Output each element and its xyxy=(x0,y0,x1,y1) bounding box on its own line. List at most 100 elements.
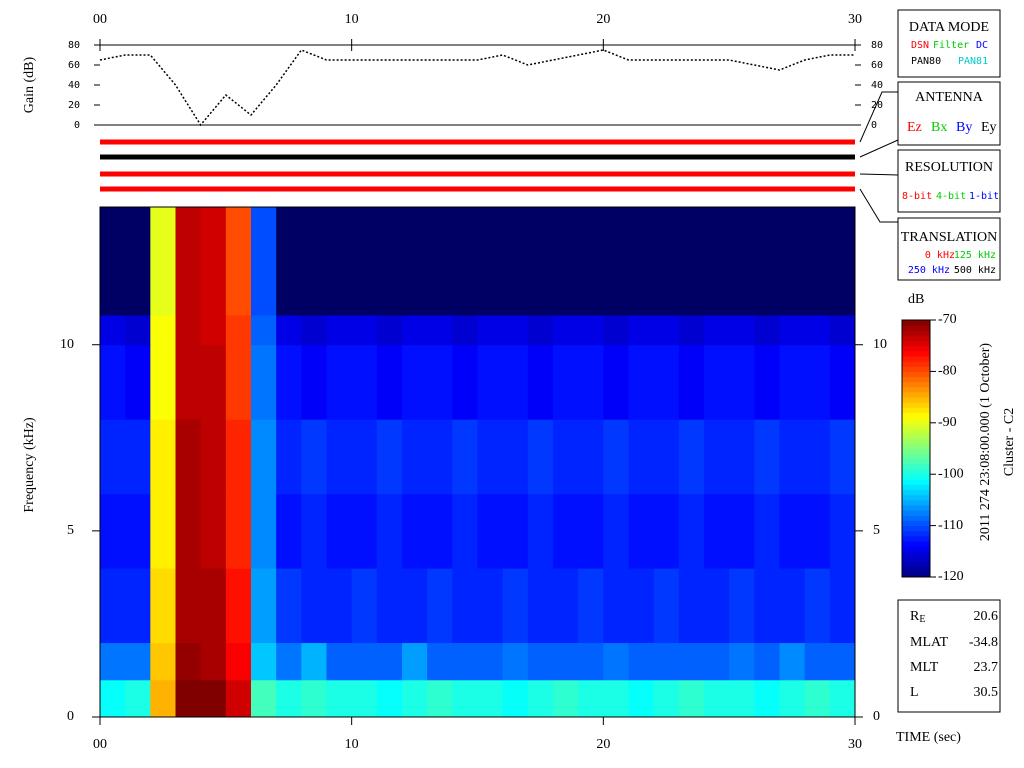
heat-cell xyxy=(653,344,680,420)
colorbar-step xyxy=(902,453,930,460)
heat-cell xyxy=(603,679,629,718)
colorbar-tick-label: -80 xyxy=(938,364,957,379)
colorbar-step xyxy=(902,561,930,568)
ephemeris-value: -34.8 xyxy=(969,635,998,650)
colorbar-step xyxy=(902,355,930,362)
heat-cell xyxy=(477,642,504,681)
heat-cell xyxy=(452,207,478,316)
colorbar-step xyxy=(902,556,930,563)
colorbar-step xyxy=(902,510,930,516)
colorbar-step xyxy=(902,566,930,573)
heat-cell xyxy=(628,419,655,495)
heat-cell xyxy=(804,493,831,569)
colorbar-step xyxy=(902,407,930,414)
colorbar-step xyxy=(902,489,930,496)
panel-title: TRANSLATION xyxy=(901,230,997,245)
heat-cell xyxy=(200,344,227,420)
heat-cell xyxy=(452,568,478,644)
colorbar-tick-label: -100 xyxy=(938,466,964,481)
heat-cell xyxy=(729,314,755,346)
heat-cell xyxy=(452,419,478,495)
heat-cell xyxy=(376,207,403,316)
heat-cell xyxy=(653,314,680,346)
y-axis-title: Frequency (kHz) xyxy=(22,417,37,513)
heat-cell xyxy=(427,419,453,495)
heat-cell xyxy=(200,314,227,346)
heat-cell xyxy=(553,207,579,316)
mode-item: DC xyxy=(976,40,988,51)
heat-cell xyxy=(704,679,730,718)
heat-cell xyxy=(301,642,327,681)
colorbar-step xyxy=(902,546,930,552)
heat-cell xyxy=(276,493,302,569)
heat-cell xyxy=(804,207,831,316)
panel-title: ANTENNA xyxy=(915,90,984,105)
colorbar-step xyxy=(902,376,930,383)
date-label: 2011 274 23:08:00.000 (1 October) xyxy=(978,343,993,542)
heat-cell xyxy=(326,207,353,316)
heat-cell xyxy=(427,568,453,644)
heat-cell xyxy=(502,344,529,420)
heat-cell xyxy=(276,642,302,681)
heat-cell xyxy=(754,344,780,420)
heat-cell xyxy=(276,207,302,316)
heat-cell xyxy=(125,207,151,316)
heat-cell xyxy=(376,642,403,681)
heat-cell xyxy=(351,493,378,569)
colorbar-step xyxy=(902,391,930,398)
heat-cell xyxy=(502,568,529,644)
translation-item: 0 kHz xyxy=(925,250,955,261)
heat-cell xyxy=(276,314,302,346)
connector xyxy=(859,188,898,223)
heat-cell xyxy=(704,642,730,681)
heat-cell xyxy=(452,679,478,718)
colorbar-step xyxy=(902,330,930,336)
y-tick-label: 0 xyxy=(873,709,880,724)
colorbar-step xyxy=(902,479,930,485)
heat-cell xyxy=(754,419,780,495)
heat-cell xyxy=(553,344,579,420)
heat-cell xyxy=(578,679,604,718)
heat-cell xyxy=(452,314,478,346)
colorbar-step xyxy=(902,412,930,419)
heat-cell xyxy=(376,419,403,495)
heat-cell xyxy=(553,642,579,681)
colorbar-step xyxy=(902,335,930,342)
colorbar-step xyxy=(902,520,930,527)
heat-cell xyxy=(628,314,655,346)
heat-cell xyxy=(150,568,176,644)
heat-cell xyxy=(527,493,554,569)
heat-cell xyxy=(427,642,453,681)
heat-cell xyxy=(553,419,579,495)
heat-cell xyxy=(779,679,806,718)
heat-cell xyxy=(351,642,378,681)
ephemeris-label: RE xyxy=(910,609,925,625)
heat-cell xyxy=(603,314,629,346)
panel-box xyxy=(897,149,1001,213)
heat-cell xyxy=(477,679,504,718)
ephemeris-label: R xyxy=(910,609,920,624)
heat-cell xyxy=(251,344,277,420)
heat-cell xyxy=(502,314,529,346)
colorbar-tick-label: -90 xyxy=(938,415,957,430)
heat-cell xyxy=(779,314,806,346)
heat-cell xyxy=(301,344,327,420)
heat-cell xyxy=(452,344,478,420)
heat-cell xyxy=(829,344,856,420)
heat-cell xyxy=(351,568,378,644)
heat-cell xyxy=(653,642,680,681)
y-tick-label: 60 xyxy=(871,60,883,71)
colorbar-step xyxy=(902,515,930,521)
colorbar-title: dB xyxy=(908,292,924,307)
colorbar-step xyxy=(902,325,930,331)
antenna-item: Ez xyxy=(907,120,922,135)
heat-cell xyxy=(829,642,856,681)
heat-cell xyxy=(150,344,176,420)
heat-cell xyxy=(829,207,856,316)
heat-cell xyxy=(225,568,252,644)
y-tick-label: 40 xyxy=(871,80,883,91)
heat-cell xyxy=(502,679,529,718)
heat-cell xyxy=(628,207,655,316)
heat-cell xyxy=(553,568,579,644)
heat-cell xyxy=(678,493,705,569)
